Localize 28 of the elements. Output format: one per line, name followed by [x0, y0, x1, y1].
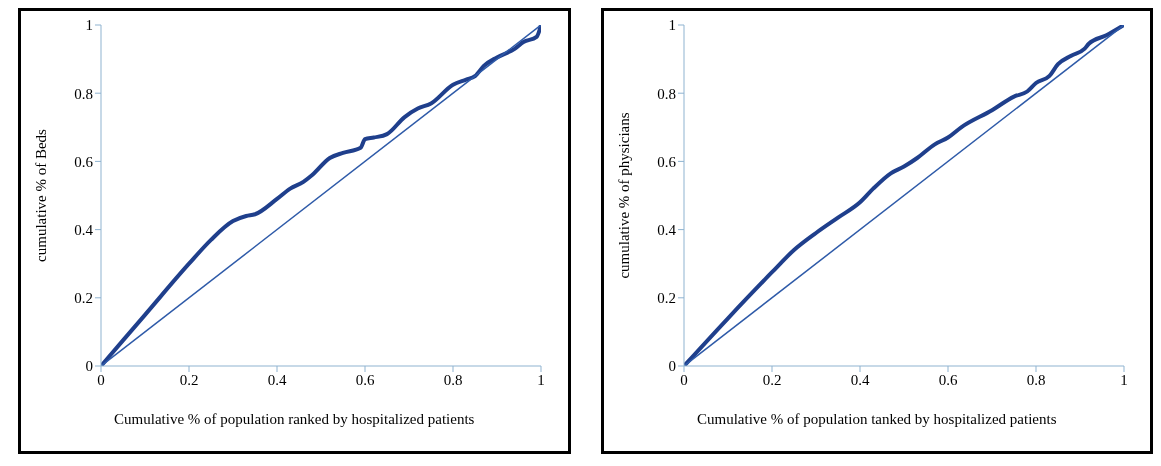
x-tick-label: 0.4 — [850, 371, 870, 388]
x-tick-label: 0.2 — [179, 371, 199, 388]
x-tick-label: 0 — [97, 371, 105, 388]
x-tick-label: 0.8 — [443, 371, 463, 388]
y-tick-label: 0 — [668, 358, 676, 375]
y-axis-title: cumulative % of physicians — [615, 112, 632, 279]
y-axis-title: cumulative % of Beds — [33, 128, 50, 262]
y-tick-label: 0.4 — [656, 221, 676, 238]
x-tick-label: 0.6 — [355, 371, 375, 388]
y-tick-label: 0.2 — [74, 290, 93, 307]
x-tick-label: 0.6 — [938, 371, 958, 388]
y-tick-label: 0.8 — [656, 85, 676, 102]
y-tick-label: 0.4 — [74, 221, 94, 238]
x-tick-label: 0.8 — [1026, 371, 1045, 388]
x-tick-label: 0 — [679, 371, 688, 388]
y-tick-label: 0.2 — [656, 290, 676, 307]
y-tick-label: 1 — [668, 17, 676, 34]
x-axis-title: Cumulative % of population tanked by hospitalized patients — [696, 411, 1058, 428]
y-tick-label: 0 — [85, 358, 93, 375]
x-tick-label: 0.4 — [267, 371, 287, 388]
y-tick-label: 0.8 — [74, 85, 93, 102]
x-tick-label: 1 — [537, 371, 545, 388]
x-tick-label: 0.2 — [762, 371, 781, 388]
y-tick-label: 0.6 — [656, 153, 676, 170]
y-tick-label: 0.6 — [74, 153, 94, 170]
x-tick-label: 1 — [1119, 371, 1128, 388]
x-axis-title: Cumulative % of population ranked by hospitalized patients — [113, 411, 476, 428]
y-tick-label: 1 — [85, 17, 93, 34]
